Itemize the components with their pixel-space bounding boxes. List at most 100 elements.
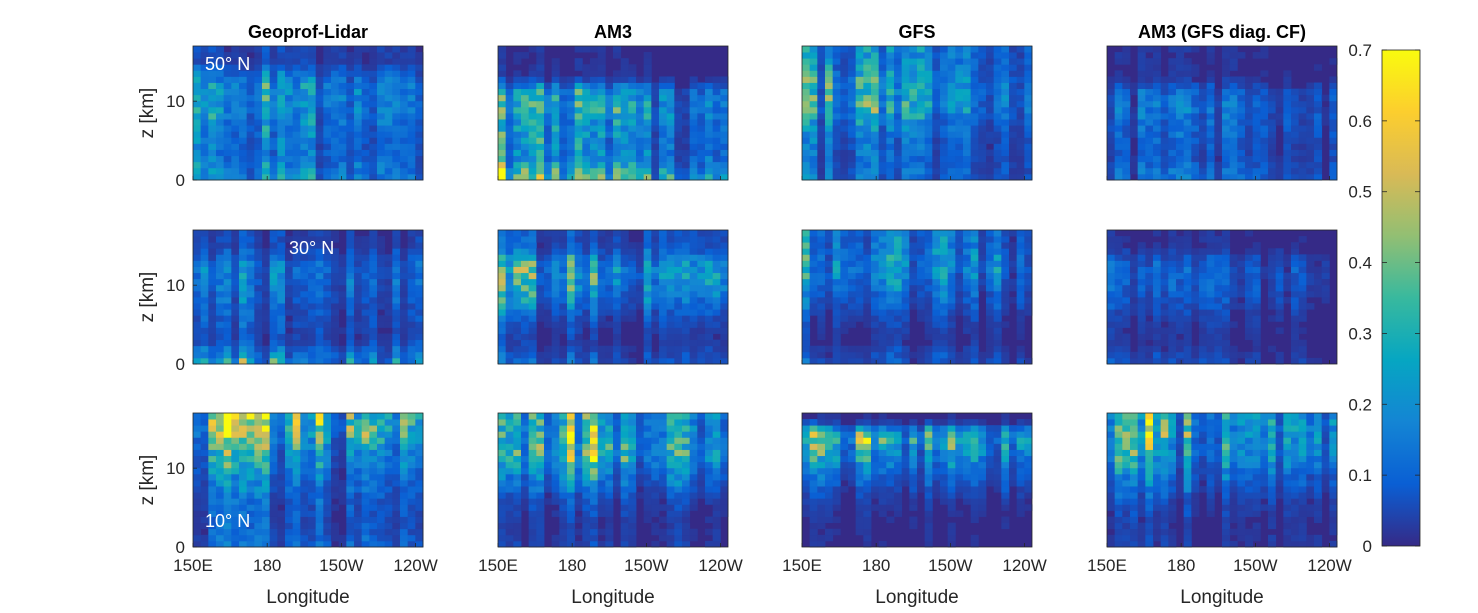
heatmap-cell — [392, 82, 401, 90]
heatmap-cell — [400, 284, 409, 292]
heatmap-cell — [720, 278, 729, 286]
heatmap-cell — [407, 315, 416, 322]
heatmap-cell — [697, 125, 706, 132]
heatmap-cell — [269, 309, 278, 316]
heatmap-cell — [1145, 64, 1154, 71]
heatmap-cell — [208, 467, 217, 475]
heatmap-cell — [308, 46, 317, 53]
heatmap-cell — [1183, 113, 1192, 120]
heatmap-cell — [559, 315, 568, 322]
heatmap-cell — [666, 339, 675, 347]
heatmap-cell — [193, 351, 202, 359]
heatmap-cell — [940, 88, 949, 96]
heatmap-cell — [1016, 327, 1025, 334]
heatmap-cell — [993, 119, 1002, 126]
heatmap-cell — [315, 272, 324, 280]
heatmap-cell — [369, 303, 378, 310]
heatmap-cell — [697, 327, 706, 334]
heatmap-cell — [338, 303, 347, 310]
heatmap-cell — [1314, 155, 1323, 163]
heatmap-cell — [354, 266, 363, 274]
heatmap-cell — [978, 58, 987, 65]
heatmap-cell — [407, 236, 416, 243]
heatmap-cell — [613, 173, 622, 181]
heatmap-cell — [651, 266, 660, 274]
heatmap-cell — [269, 351, 278, 359]
heatmap-cell — [1153, 327, 1162, 334]
heatmap-cell — [809, 297, 818, 304]
heatmap-cell — [1252, 290, 1261, 298]
heatmap-cell — [817, 119, 826, 126]
heatmap-cell — [651, 236, 660, 243]
heatmap-cell — [384, 260, 393, 267]
heatmap-cell — [871, 309, 880, 316]
heatmap-cell — [246, 173, 255, 181]
heatmap-cell — [208, 522, 217, 530]
heatmap-cell — [551, 236, 560, 243]
heatmap-cell — [666, 242, 675, 249]
heatmap-cell — [1114, 52, 1123, 59]
heatmap-cell — [285, 70, 294, 77]
heatmap-cell — [223, 143, 232, 150]
heatmap-cell — [200, 443, 209, 450]
heatmap-cell — [590, 248, 599, 255]
heatmap-cell — [840, 173, 849, 181]
heatmap-cell — [262, 260, 271, 267]
heatmap-cell — [886, 333, 895, 341]
heatmap-cell — [597, 137, 606, 144]
heatmap-cell — [917, 52, 926, 59]
heatmap-cell — [666, 236, 675, 243]
heatmap-cell — [970, 88, 979, 96]
heatmap-cell — [292, 351, 301, 359]
heatmap-cell — [871, 339, 880, 347]
heatmap-cell — [1130, 82, 1139, 90]
heatmap-cell — [1168, 119, 1177, 126]
heatmap-cell — [1260, 82, 1269, 90]
heatmap-cell — [331, 131, 340, 138]
heatmap-cell — [917, 315, 926, 322]
heatmap-cell — [574, 327, 583, 334]
heatmap-cell — [597, 290, 606, 298]
heatmap-cell — [323, 113, 332, 120]
heatmap-cell — [216, 64, 225, 71]
heatmap-cell — [970, 46, 979, 53]
heatmap-cell — [254, 333, 263, 341]
heatmap-cell — [246, 248, 255, 255]
heatmap-cell — [705, 272, 714, 280]
heatmap-cell — [551, 149, 560, 157]
heatmap-cell — [277, 149, 286, 157]
heatmap-cell — [285, 351, 294, 359]
heatmap-cell — [651, 119, 660, 126]
heatmap-cell — [832, 254, 841, 261]
heatmap-cell — [521, 106, 530, 114]
heatmap-cell — [712, 260, 721, 267]
heatmap-cell — [1245, 297, 1254, 304]
heatmap-cell — [1137, 333, 1146, 341]
heatmap-cell — [346, 278, 355, 286]
heatmap-cell — [978, 125, 987, 132]
heatmap-cell — [521, 131, 530, 138]
heatmap-cell — [1001, 266, 1010, 274]
heatmap-cell — [384, 113, 393, 120]
heatmap-cell — [643, 230, 652, 237]
heatmap-cell — [1107, 351, 1116, 359]
heatmap-cell — [689, 82, 698, 90]
heatmap-cell — [1252, 266, 1261, 274]
heatmap-cell — [720, 88, 729, 96]
heatmap-cell — [817, 309, 826, 316]
heatmap-cell — [216, 419, 225, 426]
heatmap-cell — [400, 100, 409, 108]
heatmap-cell — [354, 100, 363, 108]
heatmap-cell — [369, 321, 378, 328]
heatmap-cell — [338, 76, 347, 83]
heatmap-cell — [1183, 266, 1192, 274]
heatmap-cell — [871, 52, 880, 59]
heatmap-cell — [1237, 260, 1246, 267]
heatmap-cell — [323, 297, 332, 304]
heatmap-cell — [1107, 345, 1116, 353]
heatmap-cell — [1206, 106, 1215, 114]
heatmap-cell — [651, 290, 660, 298]
heatmap-cell — [559, 230, 568, 237]
heatmap-cell — [392, 248, 401, 255]
